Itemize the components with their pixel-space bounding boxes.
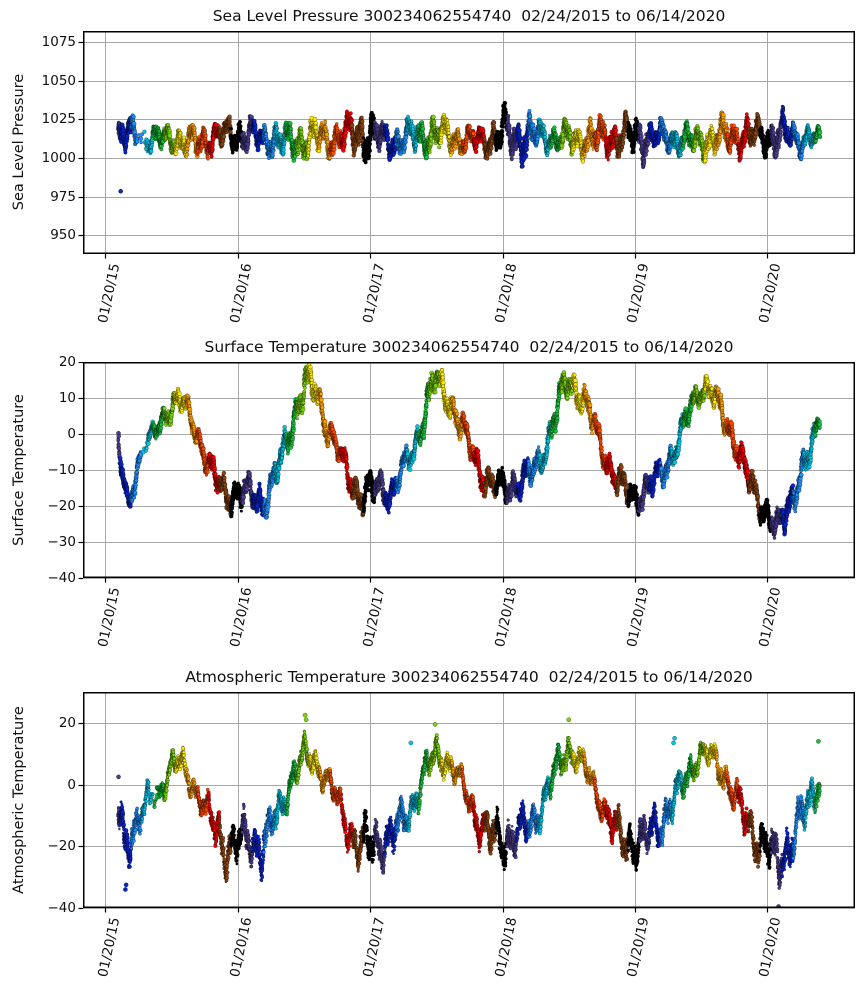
plot-area-canvas xyxy=(75,31,855,262)
y-tick-label: 1050 xyxy=(41,72,76,89)
y-tick-label: 10 xyxy=(58,390,76,406)
y-tick-label: 1075 xyxy=(41,33,76,50)
y-tick-label: 1025 xyxy=(41,111,76,128)
y-tick-label: 1000 xyxy=(41,149,76,166)
y-tick-label: −40 xyxy=(47,570,77,586)
y-tick-label: 20 xyxy=(58,354,76,370)
plot-area-canvas xyxy=(75,362,855,586)
y-tick-label: 0 xyxy=(67,776,76,793)
y-tick-label: −20 xyxy=(47,838,77,855)
chart-title: Surface Temperature 300234062554740 02/2… xyxy=(204,338,734,356)
y-tick-label: −20 xyxy=(47,498,77,514)
y-tick-label: −30 xyxy=(47,534,77,550)
y-tick-label: 950 xyxy=(50,227,76,244)
y-tick-label: 975 xyxy=(50,188,76,205)
y-tick-label: −10 xyxy=(47,462,77,478)
chart-title: Sea Level Pressure 300234062554740 02/24… xyxy=(212,7,726,25)
y-tick-label: 20 xyxy=(58,714,76,731)
y-tick-label: 0 xyxy=(67,426,76,442)
y-tick-label: −40 xyxy=(47,900,77,916)
y-axis-label: Atmospheric Temperature xyxy=(11,706,27,894)
plot-area-canvas xyxy=(75,692,855,916)
chart-title: Atmospheric Temperature 300234062554740 … xyxy=(185,668,753,686)
